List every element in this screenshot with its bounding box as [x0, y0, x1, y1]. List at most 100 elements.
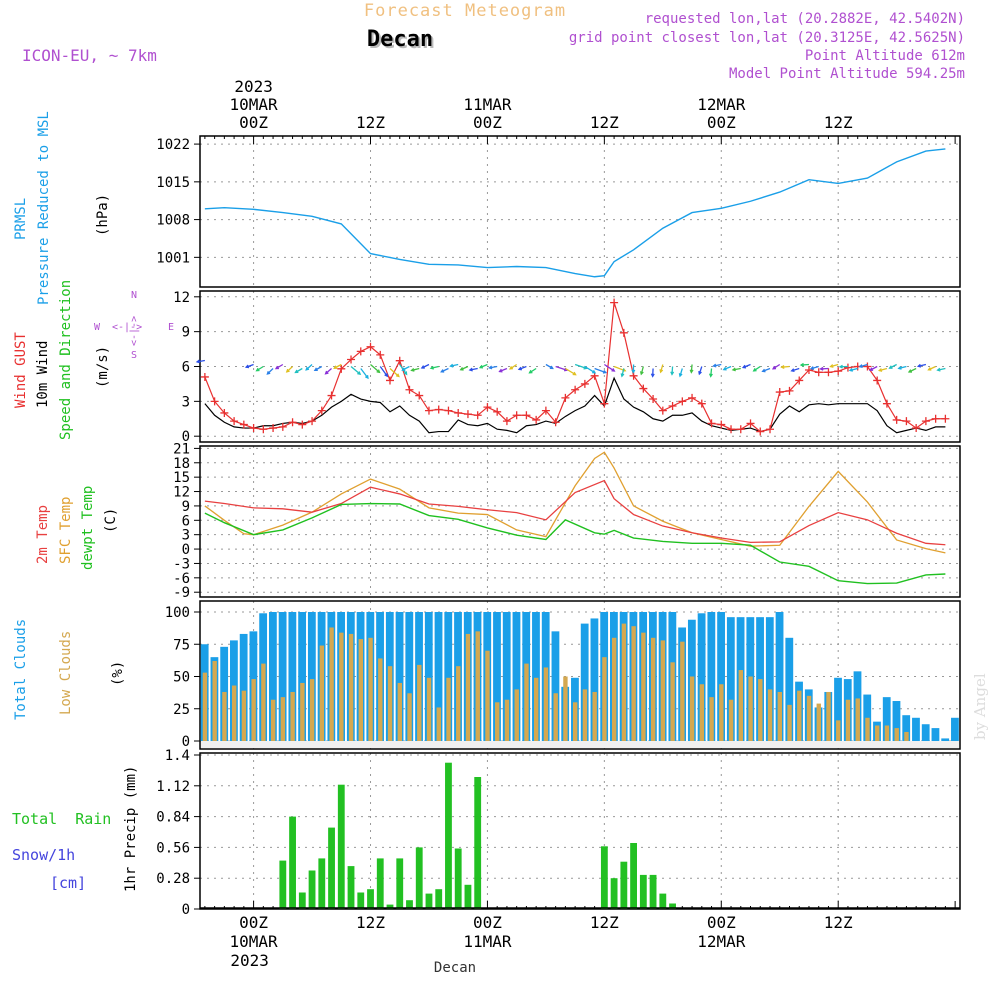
wind-direction-arrow [275, 363, 284, 370]
location-title: Decan [367, 27, 433, 52]
low-cloud-bar [689, 676, 695, 741]
wind-direction-arrow [469, 367, 478, 371]
wind-direction-arrowhead [888, 365, 893, 369]
wind-direction-arrow [333, 363, 342, 369]
wind-direction-arrow [460, 365, 469, 371]
super-title: Forecast Meteogram [364, 1, 566, 21]
temp-ytick-label: -6 [173, 571, 190, 587]
gust-marker [785, 386, 794, 395]
wind-direction-arrowhead [631, 369, 636, 374]
rain-bar [464, 884, 472, 909]
gust-marker [483, 403, 492, 412]
rain-bar [328, 827, 335, 909]
snow-label: Snow/1h [12, 846, 75, 864]
wind-direction-arrowhead [528, 369, 533, 374]
wind-direction-arrow [810, 365, 819, 370]
total-cloud-bar [278, 612, 287, 741]
wind-direction-arrowhead [357, 371, 362, 376]
low-cloud-bar [826, 691, 831, 741]
wind-direction-arrow [529, 367, 537, 374]
top-time-label: 00Z [707, 113, 736, 132]
total-cloud-bar [551, 631, 560, 741]
clouds-ytick-label: 100 [165, 605, 190, 621]
low-cloud-bar [855, 698, 860, 741]
wind-direction-arrowhead [708, 373, 713, 378]
wind-direction-arrow [421, 363, 430, 369]
gust-marker [649, 395, 658, 404]
wind-direction-arrowhead [285, 368, 290, 373]
bottom-time-label: 00Z [473, 913, 502, 932]
wind-direction-arrow [781, 365, 790, 368]
wind-direction-arrow [545, 363, 554, 370]
wind-direction-arrowhead [459, 367, 464, 371]
clouds-ytick-label: 75 [173, 637, 190, 653]
wind-direction-arrowhead [376, 369, 381, 374]
wind-direction-arrow [908, 367, 917, 373]
low-cloud-bar [251, 679, 256, 741]
total-cloud-bar [697, 613, 706, 741]
temp-ytick-label: 18 [173, 456, 190, 472]
low-cloud-bar [611, 637, 617, 741]
wind-direction-arrow [584, 365, 596, 374]
gust-marker [697, 399, 706, 408]
wind-direction-arrowhead [790, 368, 795, 373]
gust-marker [210, 397, 219, 406]
low-cloud-bar [475, 631, 480, 741]
low-cloud-bar [543, 667, 549, 741]
wind-ytick-label: 6 [182, 360, 190, 376]
gust-marker [298, 420, 307, 429]
gust-marker [843, 363, 852, 372]
temp-ytick-label: -3 [173, 556, 190, 572]
wind-direction-arrowhead [226, 359, 229, 362]
wind-direction-arrow [389, 368, 400, 378]
wind-direction-arrow [555, 365, 568, 371]
wind-direction-arrowhead [365, 375, 369, 380]
bottom-time-label: 12Z [824, 913, 853, 932]
wind-direction-arrowhead [916, 363, 922, 368]
temp-labels: 2m Temp SFC Temp dewpt Temp (C) [35, 486, 119, 570]
total-cloud-bar [512, 612, 521, 741]
wind-direction-arrowhead [678, 373, 683, 378]
compass-w: W [94, 322, 101, 333]
gust-marker [931, 414, 940, 423]
gust-marker [386, 376, 394, 385]
gust-marker [424, 406, 433, 415]
wind-direction-arrow [440, 367, 449, 373]
low-clouds-label: Low Clouds [58, 631, 74, 715]
low-cloud-bar [563, 676, 568, 741]
wind-direction-arrowhead [602, 369, 608, 374]
wind-direction-arrowhead [936, 367, 941, 372]
clouds-ytick-label: 25 [173, 702, 190, 718]
gust-marker [454, 408, 463, 417]
gust-marker [493, 407, 502, 416]
wind-direction-arrow [256, 365, 264, 372]
wind-direction-arrowhead [897, 365, 902, 370]
total-cloud-bar [912, 717, 920, 741]
low-cloud-bar [631, 626, 636, 741]
temp-ytick-label: 3 [182, 528, 190, 544]
total-cloud-bar [493, 612, 501, 741]
total-cloud-bar [502, 612, 511, 741]
gust-marker [405, 385, 414, 394]
clouds-ytick-label: 0 [182, 734, 190, 750]
wind-direction-arrow [594, 367, 607, 374]
wind-direction-arrow [713, 363, 722, 367]
low-cloud-bar [231, 685, 237, 741]
low-cloud-bar [524, 663, 529, 741]
wind-direction-arrow [742, 363, 751, 369]
wind-direction-arrowhead [420, 365, 425, 369]
sfc-temp-line [204, 451, 946, 554]
cloud-unit: (%) [110, 661, 126, 686]
wind-direction-arrowhead [305, 366, 310, 371]
wind-ytick-label: 0 [182, 429, 190, 445]
total-cloud-bar [941, 738, 950, 741]
precip-ytick-label: 0.28 [156, 871, 190, 887]
low-cloud-bar [368, 637, 373, 741]
wind10-label: 10m Wind [35, 341, 51, 408]
gust-marker [668, 401, 677, 410]
low-cloud-bar [719, 684, 724, 741]
total-cloud-bar [580, 623, 589, 741]
wind-direction-arrow [889, 363, 897, 369]
wind-ytick-label: 9 [182, 325, 190, 341]
